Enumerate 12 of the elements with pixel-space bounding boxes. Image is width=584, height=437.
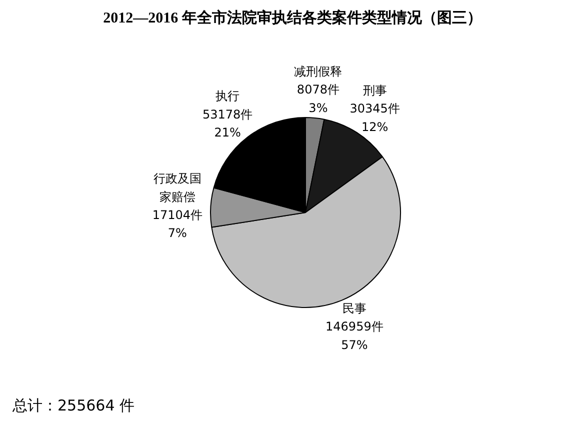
slice-label: 行政及国家赔偿 — [153, 172, 202, 204]
data-label: 146959件 57% — [326, 320, 384, 352]
slice-label: 减刑假释 — [294, 64, 342, 78]
data-label: 53178件 21% — [202, 107, 253, 140]
slice-label: 刑事 — [362, 83, 387, 98]
chart-title: 2012—2016 年全市法院审执结各类案件类型情况（图三） — [103, 8, 482, 26]
data-label: 30345件 12% — [350, 102, 400, 134]
data-label: 8078件 3% — [296, 82, 340, 115]
slice-label: 执行 — [216, 89, 240, 104]
data-label: 17104件 7% — [152, 208, 203, 240]
text: 总计：255664 件 — [12, 396, 135, 414]
slice-label: 民事 — [342, 301, 366, 316]
